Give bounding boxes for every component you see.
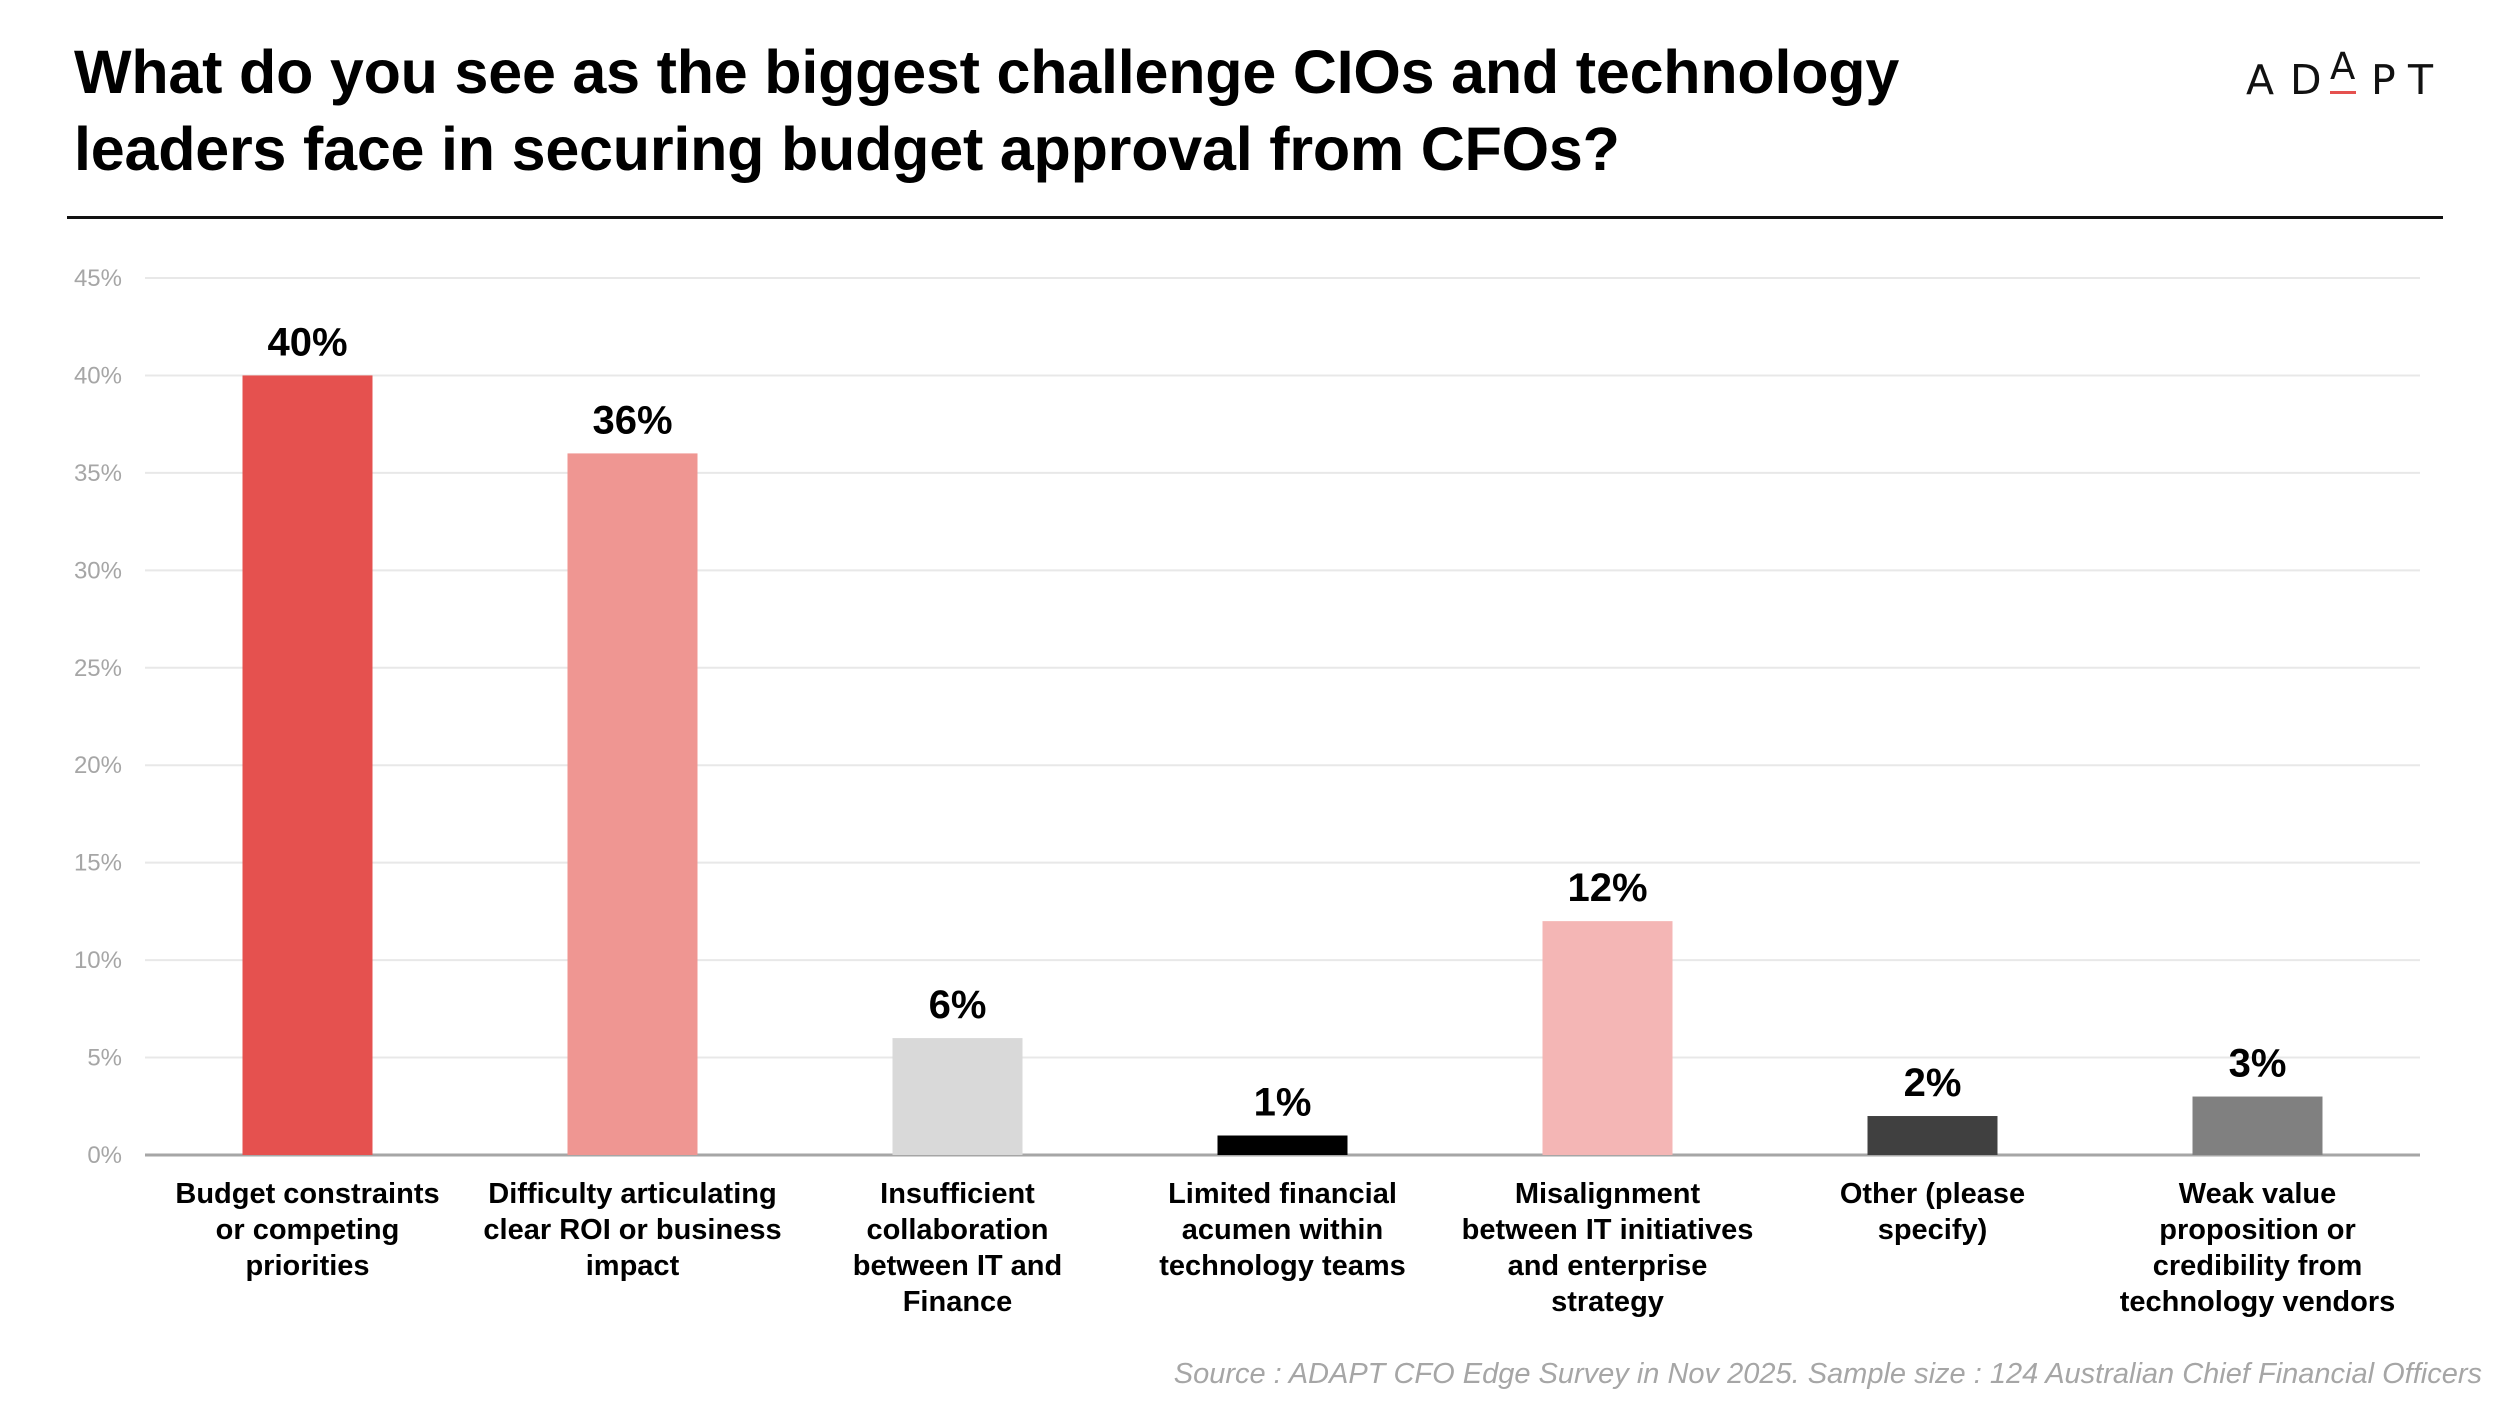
logo-letter: T xyxy=(2408,56,2434,104)
y-tick-label: 15% xyxy=(74,850,122,877)
y-tick-label: 30% xyxy=(74,557,122,584)
x-tick-label-line: Other (please xyxy=(1840,1178,2025,1210)
x-tick-label: Misalignment between IT initiatives and en… xyxy=(1462,1178,1754,1318)
data-label: 3% xyxy=(2229,1042,2287,1086)
bar xyxy=(1867,1116,1998,1155)
bar xyxy=(1217,1135,1348,1155)
bar xyxy=(242,375,373,1155)
logo-letter: D xyxy=(2290,56,2322,104)
x-tick-label-line: credibility from xyxy=(2153,1250,2363,1282)
data-label: 12% xyxy=(1567,866,1647,910)
data-label: 2% xyxy=(1904,1061,1962,1105)
adapt-logo: A D A P T xyxy=(2246,44,2446,104)
x-tick-label-line: Weak value xyxy=(2179,1178,2336,1210)
x-tick-label-line: Insufficient xyxy=(880,1178,1035,1210)
y-tick-label: 20% xyxy=(74,752,122,779)
x-tick-label-line: technology teams xyxy=(1159,1250,1406,1282)
x-tick-label-line: Limited financial xyxy=(1168,1178,1397,1210)
x-tick-label-line: Misalignment xyxy=(1515,1178,1701,1210)
chart-title: What do you see as the biggest challenge… xyxy=(74,34,2124,188)
y-tick-label: 10% xyxy=(74,947,122,974)
x-tick-label: Insufficient collaboration between IT and F… xyxy=(853,1178,1062,1318)
data-label: 1% xyxy=(1254,1081,1312,1125)
x-tick-label-line: or competing xyxy=(216,1214,400,1246)
x-tick-label-line: technology vendors xyxy=(2120,1286,2396,1318)
x-tick-label-line: acumen within xyxy=(1182,1214,1383,1246)
x-tick-label-line: between IT and xyxy=(853,1250,1062,1282)
data-label: 40% xyxy=(267,320,347,364)
x-tick-label: Limited financial acumen within technology… xyxy=(1159,1178,1406,1282)
x-tick-label-line: proposition or xyxy=(2159,1214,2356,1246)
x-tick-label-line: collaboration xyxy=(866,1214,1048,1246)
x-tick-label-line: impact xyxy=(586,1250,680,1282)
data-label: 36% xyxy=(592,398,672,442)
x-tick-label-line: Finance xyxy=(903,1286,1013,1318)
y-tick-label: 35% xyxy=(74,460,122,487)
logo-letter: A xyxy=(2246,56,2275,104)
x-tick-label-line: clear ROI or business xyxy=(483,1214,781,1246)
logo-underline xyxy=(2330,91,2356,94)
x-tick-label-line: between IT initiatives xyxy=(1462,1214,1754,1246)
logo-letter: P xyxy=(2371,56,2396,104)
y-tick-label: 40% xyxy=(74,362,122,389)
x-tick-label: Difficulty articulating clear ROI or busi… xyxy=(483,1178,781,1282)
chart-title-line-2: leaders face in securing budget approval… xyxy=(74,115,1620,183)
y-tick-label: 0% xyxy=(87,1142,122,1169)
data-label: 6% xyxy=(929,983,987,1027)
logo-letter-raised: A xyxy=(2330,45,2356,88)
bar xyxy=(1542,921,1673,1155)
x-tick-label: Weak value proposition or credibility from… xyxy=(2120,1178,2396,1318)
y-tick-label: 5% xyxy=(87,1045,122,1072)
x-tick-label-line: Difficulty articulating xyxy=(488,1178,776,1210)
bar xyxy=(567,453,698,1155)
chart-title-line-1: What do you see as the biggest challenge… xyxy=(74,38,1900,106)
bar xyxy=(892,1038,1023,1155)
x-tick-label: Other (please specify) xyxy=(1840,1178,2025,1246)
y-tick-label: 45% xyxy=(74,265,122,292)
x-tick-label-line: and enterprise xyxy=(1508,1250,1708,1282)
x-tick-label-line: specify) xyxy=(1878,1214,1988,1246)
bar xyxy=(2192,1096,2323,1155)
y-tick-label: 25% xyxy=(74,655,122,682)
header-divider xyxy=(67,216,2443,219)
x-tick-label-line: Budget constraints xyxy=(175,1178,439,1210)
x-tick-label-line: strategy xyxy=(1551,1286,1664,1318)
source-note: Source : ADAPT CFO Edge Survey in Nov 20… xyxy=(1173,1358,2482,1390)
x-tick-label: Budget constraints or competing priorities xyxy=(175,1178,439,1282)
x-tick-label-line: priorities xyxy=(245,1250,369,1282)
